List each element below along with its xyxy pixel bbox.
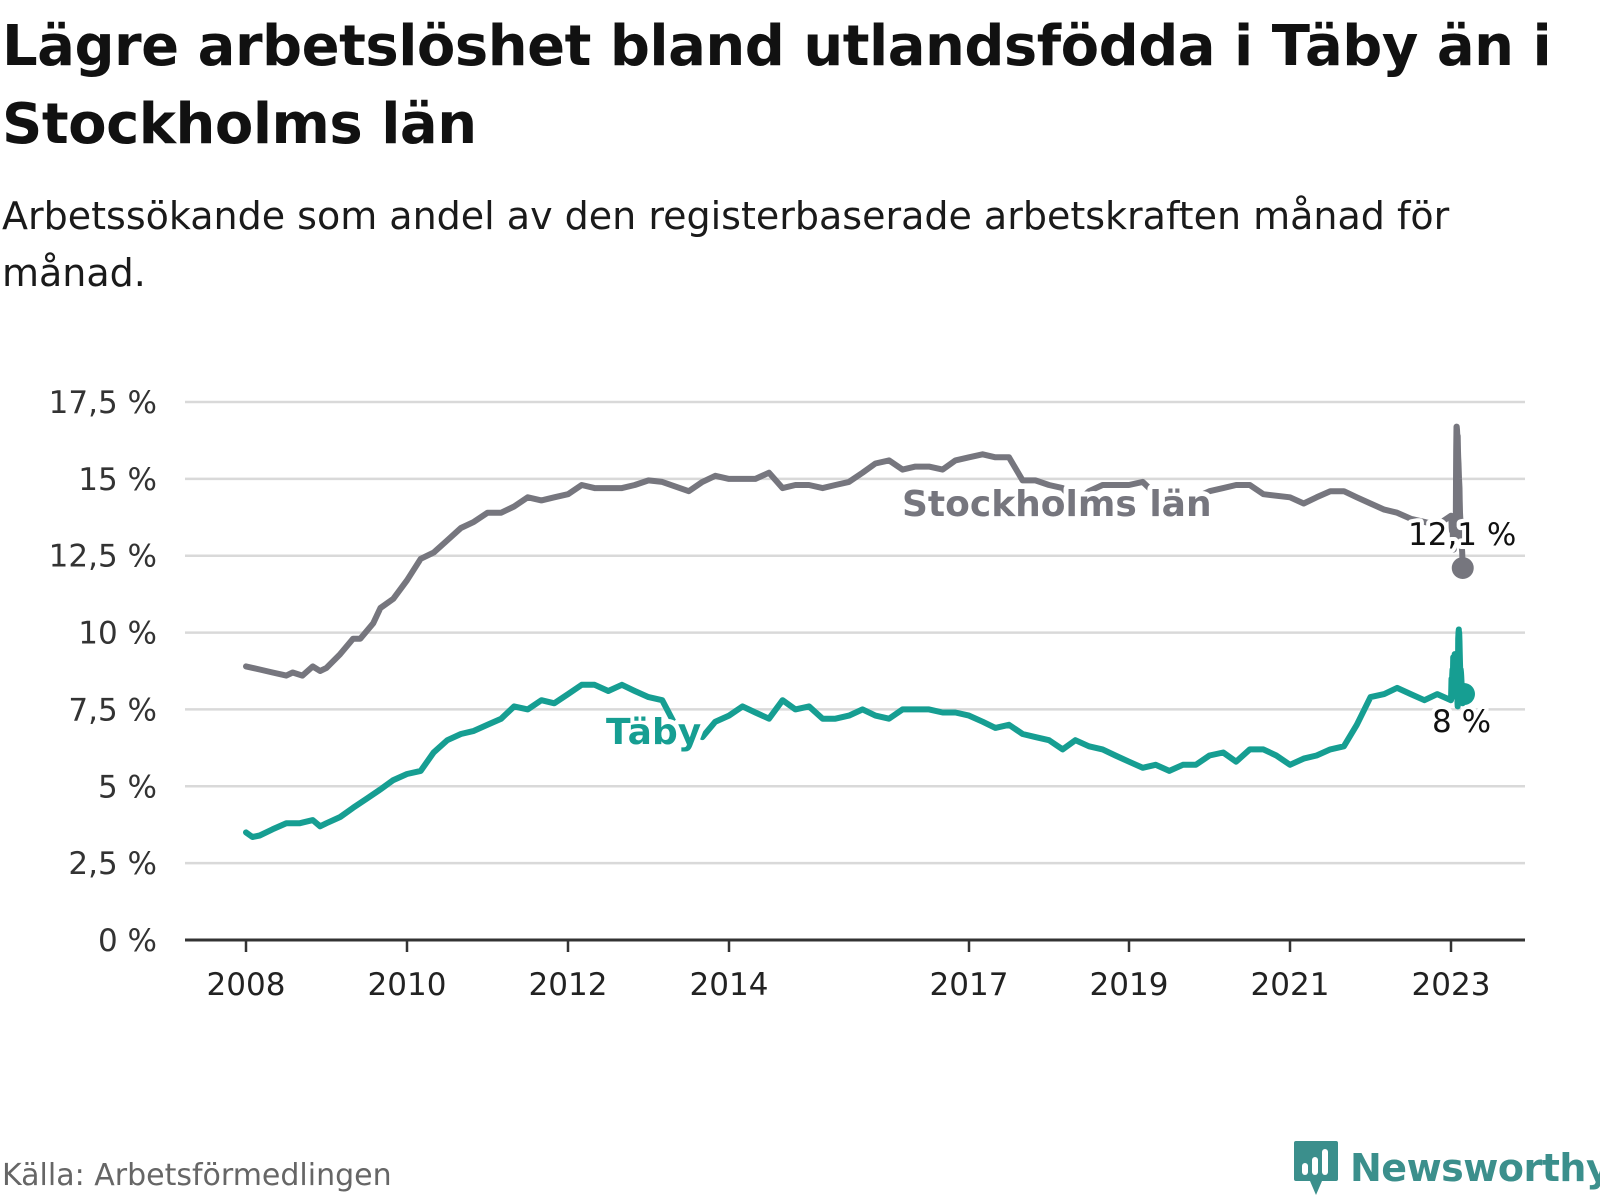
chart-title: Lägre arbetslöshet bland utlandsfödda i … (2, 14, 1552, 157)
brand-name: Newsworthy (1350, 1146, 1600, 1190)
x-tick-label: 2014 (690, 967, 769, 1003)
y-tick-label: 12,5 % (49, 539, 157, 575)
y-axis-ticks: 0 % 2,5 % 5 % 7,5 % 10 % 12,5 % 15 % 17,5 % (49, 385, 157, 959)
end-label-stockholm: 12,1 % (1408, 517, 1516, 553)
newsworthy-logo-icon (1294, 1141, 1338, 1195)
series-line-stockholm (243, 423, 1466, 679)
end-marker-stockholm (1451, 557, 1474, 580)
series-label-stockholm: Stockholms län (902, 484, 1212, 525)
x-tick-label: 2008 (207, 967, 286, 1003)
x-tick-label: 2021 (1251, 967, 1330, 1003)
series-line-taby (243, 626, 1467, 840)
x-tick-label: 2019 (1090, 967, 1169, 1003)
series-labels: Stockholms län Täby 12,1 % 8 % (601, 479, 1520, 758)
line-chart: 0 % 2,5 % 5 % 7,5 % 10 % 12,5 % 15 % 17,5 % 200… (49, 385, 1525, 1003)
y-tick-label: 2,5 % (68, 846, 157, 882)
brand-logo: Newsworthy (1292, 1138, 1600, 1198)
y-tick-label: 10 % (78, 616, 157, 652)
end-label-taby: 8 % (1432, 704, 1491, 740)
x-tick-label: 2010 (368, 967, 447, 1003)
y-tick-label: 0 % (98, 923, 157, 959)
grid-lines (185, 400, 1525, 865)
x-axis: 2008 2010 2012 2014 2017 2019 2021 2023 (185, 938, 1525, 1003)
x-tick-label: 2023 (1412, 967, 1491, 1003)
end-marker-taby (1453, 683, 1475, 706)
series-label-taby: Täby (606, 712, 701, 753)
x-tick-label: 2012 (529, 967, 608, 1003)
y-tick-label: 17,5 % (49, 385, 157, 421)
x-tick-label: 2017 (930, 967, 1009, 1003)
source-note: Källa: Arbetsförmedlingen (2, 1158, 392, 1193)
chart-subtitle: Arbetssökande som andel av den registerb… (2, 194, 1450, 295)
y-tick-label: 7,5 % (68, 692, 157, 728)
y-tick-label: 5 % (98, 769, 157, 805)
series-lines (243, 423, 1475, 840)
y-tick-label: 15 % (78, 462, 157, 498)
